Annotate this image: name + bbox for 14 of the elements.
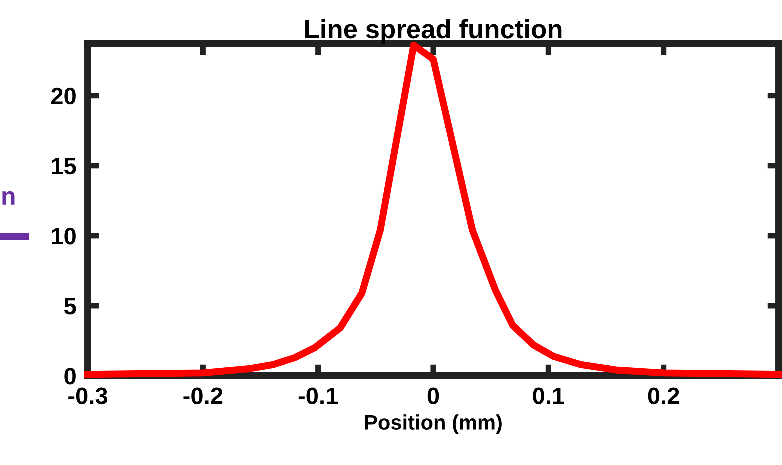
x-tick-label: 0.2 [648, 388, 680, 404]
x-axis-title: Position (mm) [365, 414, 502, 434]
y-tick-label: 15 [52, 158, 76, 175]
text: n [2, 191, 15, 205]
y-tick-label: 0 [64, 368, 76, 385]
x-tick-label: 0 [428, 388, 440, 404]
x-tick-label: 0.1 [533, 388, 564, 404]
y-tick-label: 5 [64, 298, 76, 315]
x-tick-label: -0.3 [68, 388, 108, 404]
x-tick-label: -0.1 [298, 388, 338, 404]
y-tick-label: 20 [51, 88, 76, 105]
chart-title: Line spread function [306, 19, 562, 44]
x-tick-label: -0.2 [184, 388, 223, 404]
y-tick-label: 10 [52, 228, 76, 245]
